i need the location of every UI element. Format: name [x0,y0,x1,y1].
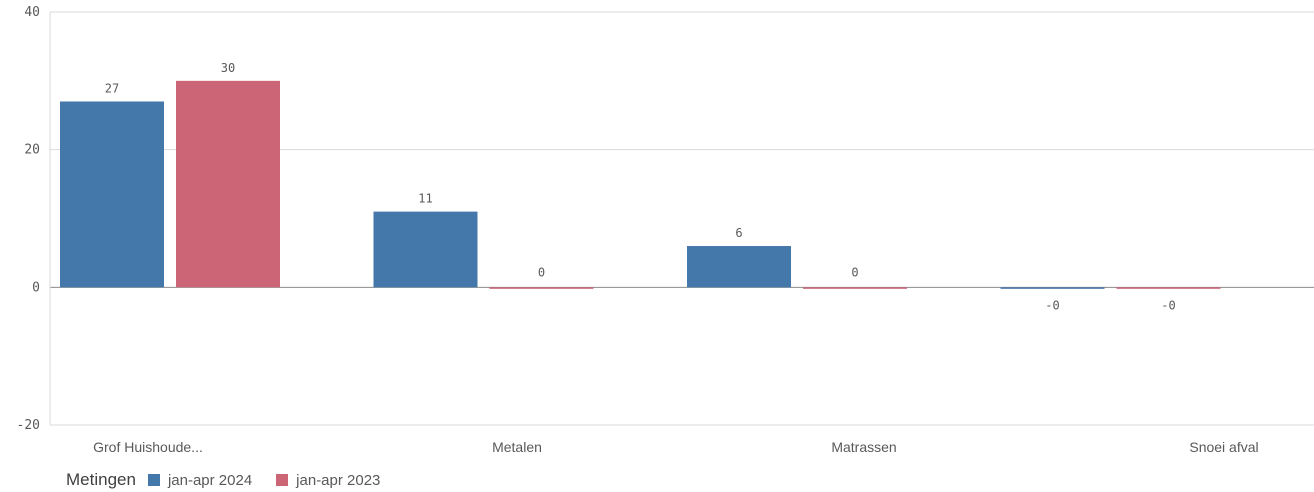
bar-2-4[interactable] [1116,287,1221,289]
legend-item-series-2[interactable]: jan-apr 2023 [276,472,380,489]
value-label-1-4: -0 [1045,298,1059,312]
bar-2-3[interactable] [803,287,907,289]
value-label-1-2: 11 [418,192,432,206]
bar-1-3[interactable] [687,246,791,288]
legend-swatch-series-2 [276,474,289,486]
value-label-1-3: 6 [735,226,742,240]
category-label: Metalen [492,439,542,455]
bar-2-2[interactable] [489,287,594,289]
y-tick-label: 0 [32,280,40,295]
value-label-2-3: 0 [851,265,858,279]
bar-1-2[interactable] [373,211,478,288]
legend-label-series-2: jan-apr 2023 [296,471,381,489]
legend-swatch-series-1 [147,474,160,486]
legend-label-series-1: jan-apr 2024 [167,471,253,489]
y-tick-label: -20 [17,418,40,433]
value-label-2-2: 0 [538,265,545,279]
category-label: Snoei afval [1189,439,1258,455]
bar-1-1[interactable] [60,101,164,288]
value-label-2-4: -0 [1161,298,1175,312]
legend-title: Metingen [66,470,136,489]
bars [60,80,1221,289]
category-label: Grof Huishoude... [93,439,203,455]
value-label-2-1: 30 [221,61,235,75]
category-label: Matrassen [831,439,896,455]
bar-2-1[interactable] [176,80,280,288]
value-label-1-1: 27 [105,81,119,95]
chart-plot: 40 20 0 -20 27 30 11 0 6 0 -0 -0 Grof Huishoude...… [17,5,1314,455]
value-labels: 27 30 11 0 6 0 -0 -0 [105,61,1176,313]
y-axis: 40 20 0 -20 [17,5,51,433]
legend-item-series-1[interactable]: jan-apr 2024 [147,471,253,489]
y-tick-label: 40 [24,5,40,20]
bar-1-4[interactable] [1000,287,1105,289]
x-axis-categories: Grof Huishoude... Metalen Matrassen Snoei a… [93,439,1259,455]
legend: Metingen jan-apr 2024 jan-apr 2023 [66,468,394,492]
y-tick-label: 20 [24,143,40,158]
